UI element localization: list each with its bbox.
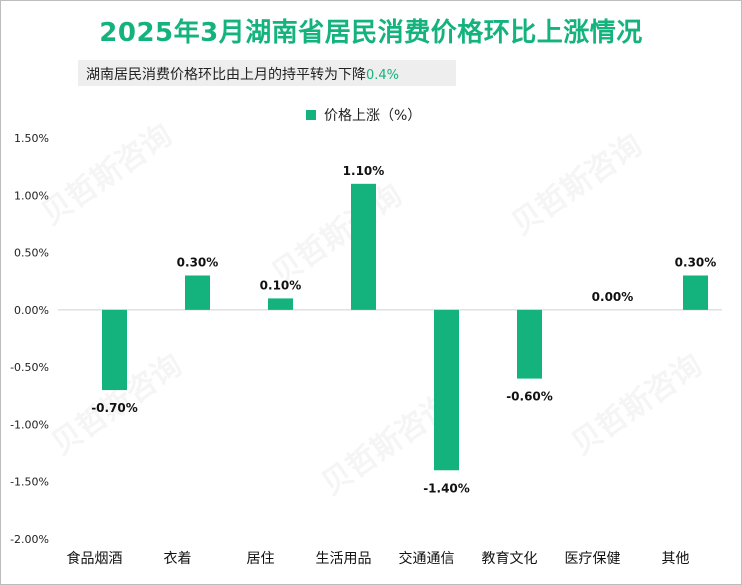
data-label: 1.10% — [343, 164, 385, 178]
x-category-label: 生活用品 — [316, 551, 372, 567]
data-label: 0.30% — [675, 255, 717, 269]
y-tick-label: -0.50% — [10, 361, 49, 374]
x-category-label: 居住 — [247, 551, 275, 567]
data-label: -0.60% — [506, 390, 553, 404]
y-tick-label: 0.50% — [14, 247, 49, 260]
bar — [517, 309, 542, 379]
data-label: 0.00% — [592, 290, 634, 304]
data-label: 0.30% — [177, 255, 219, 269]
y-tick-label: 1.50% — [14, 132, 49, 145]
bar — [268, 298, 293, 310]
x-category-label: 食品烟酒 — [67, 550, 123, 567]
y-tick-label: 1.00% — [14, 189, 49, 202]
legend: 价格上涨（%） — [306, 104, 421, 126]
bar — [683, 275, 708, 310]
y-tick-label: -2.00% — [10, 533, 49, 546]
bar — [102, 309, 127, 391]
x-category-label: 交通通信 — [399, 550, 455, 567]
data-label: -1.40% — [423, 481, 470, 495]
bar — [185, 275, 210, 310]
data-label: 0.10% — [260, 278, 302, 292]
subtitle-box: 湖南居民消费价格环比由上月的持平转为下降0.4% — [78, 60, 456, 86]
legend-swatch — [306, 110, 316, 120]
subtitle-text: 湖南居民消费价格环比由上月的持平转为下降 — [86, 67, 366, 83]
data-label: -0.70% — [91, 401, 138, 415]
subtitle-highlight: 0.4% — [366, 68, 400, 83]
chart-subtitle: 湖南居民消费价格环比由上月的持平转为下降0.4% — [86, 64, 399, 84]
x-category-label: 教育文化 — [482, 551, 538, 567]
y-tick-label: 0.00% — [14, 304, 49, 317]
y-tick-label: -1.00% — [10, 418, 49, 431]
bar — [351, 183, 376, 310]
x-category-label: 其他 — [662, 551, 690, 567]
bar — [434, 309, 459, 471]
chart-title: 2025年3月湖南省居民消费价格环比上涨情况 — [99, 18, 643, 48]
x-category-label: 衣着 — [164, 551, 192, 567]
legend-label: 价格上涨（%） — [324, 108, 422, 124]
x-category-label: 医疗保健 — [565, 551, 621, 567]
y-tick-label: -1.50% — [10, 476, 49, 489]
